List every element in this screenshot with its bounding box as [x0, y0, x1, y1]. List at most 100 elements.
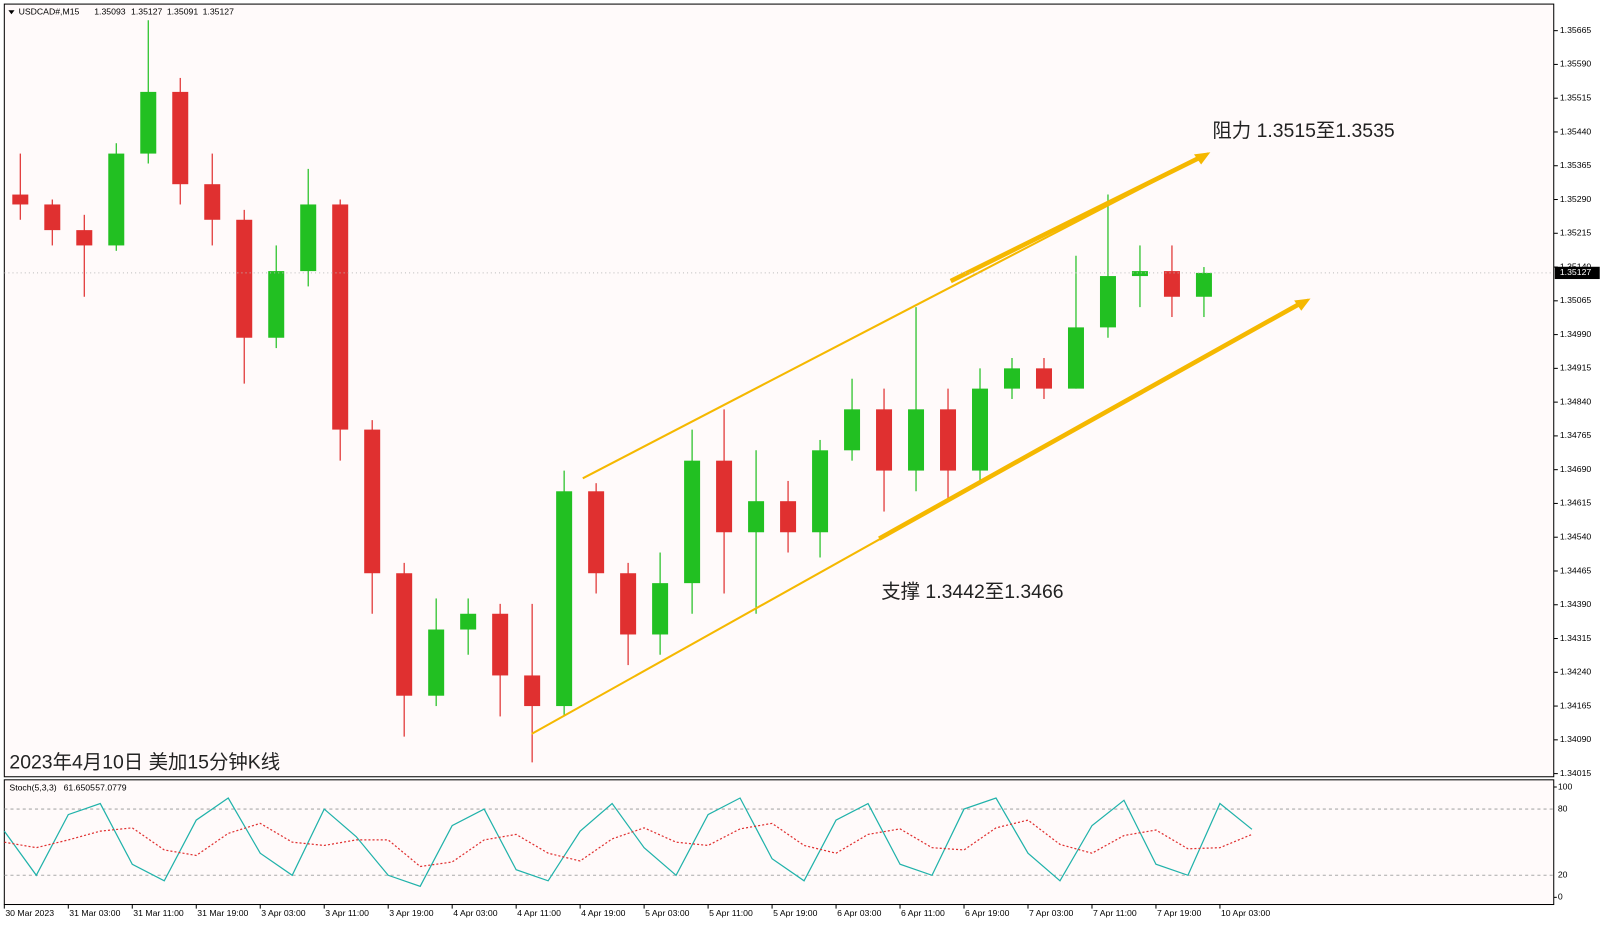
y-tick-label: 1.34990 [1560, 329, 1592, 339]
candle-body [172, 91, 189, 185]
y-tick-label: 1.35440 [1560, 126, 1592, 136]
x-tick-label: 6 Apr 11:00 [901, 908, 945, 918]
high-price: 1.35127 [131, 7, 163, 17]
x-tick-label: 4 Apr 11:00 [517, 908, 561, 918]
candle-body [780, 501, 797, 533]
x-tick-label: 10 Apr 03:00 [1221, 908, 1270, 918]
candle-body [876, 409, 893, 471]
candle-body [556, 491, 573, 707]
y-tick-label: 1.35665 [1560, 25, 1592, 35]
candle-body [364, 429, 381, 574]
stoch-title: Stoch(5,3,3) [9, 782, 56, 792]
x-tick-label: 7 Apr 03:00 [1029, 908, 1074, 918]
stoch-d-value: 57.0779 [95, 782, 127, 792]
x-tick-label: 3 Apr 03:00 [261, 908, 306, 918]
channel-lower-thick [878, 302, 1300, 541]
candle-body [588, 491, 605, 574]
y-tick-label: 1.35215 [1560, 228, 1592, 238]
x-tick-label: 7 Apr 19:00 [1157, 908, 1202, 918]
channel-upper-thick [949, 156, 1200, 284]
candle-body [620, 573, 637, 635]
candle-body [108, 153, 125, 246]
y-tick-label: 1.34090 [1560, 734, 1592, 744]
x-tick-label: 3 Apr 19:00 [389, 908, 434, 918]
arrow-head [1193, 152, 1211, 165]
candle-body [1131, 271, 1148, 277]
arrow-head [1294, 298, 1311, 311]
y-tick-label: 1.34915 [1560, 363, 1592, 373]
y-tick-label: 1.35140 [1560, 261, 1592, 271]
candle-body [684, 460, 701, 584]
low-price: 1.35091 [167, 7, 199, 17]
y-tick-label: 1.35290 [1560, 194, 1592, 204]
support-label: 支撑 1.3442至1.3466 [881, 581, 1063, 603]
candle-body [1067, 327, 1084, 389]
candle-body [652, 583, 669, 635]
menu-triangle [8, 10, 15, 15]
candle-body [12, 194, 29, 205]
y-tick-label: 1.35590 [1560, 59, 1592, 69]
candle-body [524, 675, 541, 707]
candle-body [460, 613, 477, 630]
y-tick-label: 1.34840 [1560, 396, 1592, 406]
x-tick-label: 6 Apr 03:00 [837, 908, 882, 918]
chart-caption: 2023年4月10日 美加15分钟K线 [9, 752, 280, 774]
y-tick-label: 100 [1558, 781, 1573, 791]
y-tick-label: 1.34240 [1560, 667, 1592, 677]
y-tick-label: 1.35065 [1560, 295, 1592, 305]
x-tick-label: 4 Apr 19:00 [581, 908, 626, 918]
candle-body [428, 629, 445, 696]
candle-body [1004, 368, 1020, 389]
candle-body [76, 230, 93, 246]
stoch-line [4, 819, 1253, 868]
candle-body [812, 450, 829, 533]
candle-body [844, 409, 861, 451]
stoch-k-value: 61.6505 [64, 782, 96, 792]
y-tick-label: 1.34690 [1560, 464, 1592, 474]
y-tick-label: 1.35365 [1560, 160, 1592, 170]
stoch-panel [3, 779, 1555, 906]
close-price: 1.35127 [203, 7, 235, 17]
y-tick-label: 1.34390 [1560, 599, 1592, 609]
y-tick-label: 1.34015 [1560, 768, 1592, 778]
candle-body [204, 184, 221, 220]
symbol: USDCAD#,M15 [19, 7, 80, 17]
candle-body [1035, 368, 1052, 389]
candle-body [236, 219, 253, 338]
candle-body [908, 409, 925, 471]
stoch-line [3, 797, 1253, 888]
x-tick-label: 3 Apr 11:00 [325, 908, 369, 918]
candle-body [396, 573, 413, 696]
x-tick-label: 5 Apr 19:00 [773, 908, 818, 918]
y-tick-label: 20 [1558, 870, 1568, 880]
y-tick-label: 1.34540 [1560, 532, 1592, 542]
candle-body [748, 501, 765, 533]
resistance-label: 阻力 1.3515至1.3535 [1212, 120, 1394, 142]
candle-body [1163, 271, 1180, 297]
y-tick-label: 1.34165 [1560, 700, 1592, 710]
candle-body [268, 271, 285, 338]
candle-body [1195, 272, 1212, 297]
x-tick-label: 31 Mar 03:00 [69, 908, 120, 918]
open-price: 1.35093 [94, 7, 126, 17]
y-tick-label: 80 [1558, 803, 1568, 813]
candle-body [44, 204, 61, 231]
candles [12, 20, 1212, 763]
candle-body [716, 460, 733, 533]
x-tick-label: 31 Mar 11:00 [133, 908, 184, 918]
y-tick-label: 0 [1558, 892, 1563, 902]
main-panel [3, 3, 1555, 778]
y-tick-label: 1.34765 [1560, 430, 1592, 440]
y-tick-label: 1.34615 [1560, 498, 1592, 508]
candle-body [140, 91, 157, 154]
price-label: 1.35127 [1560, 267, 1592, 277]
candle-body [492, 613, 509, 676]
candle-body [332, 204, 349, 430]
candle-body [940, 409, 957, 471]
x-tick-label: 5 Apr 11:00 [709, 908, 753, 918]
y-tick-label: 1.34465 [1560, 565, 1592, 575]
price-box [1554, 266, 1600, 280]
x-tick-label: 6 Apr 19:00 [965, 908, 1010, 918]
candle-body [972, 388, 989, 471]
